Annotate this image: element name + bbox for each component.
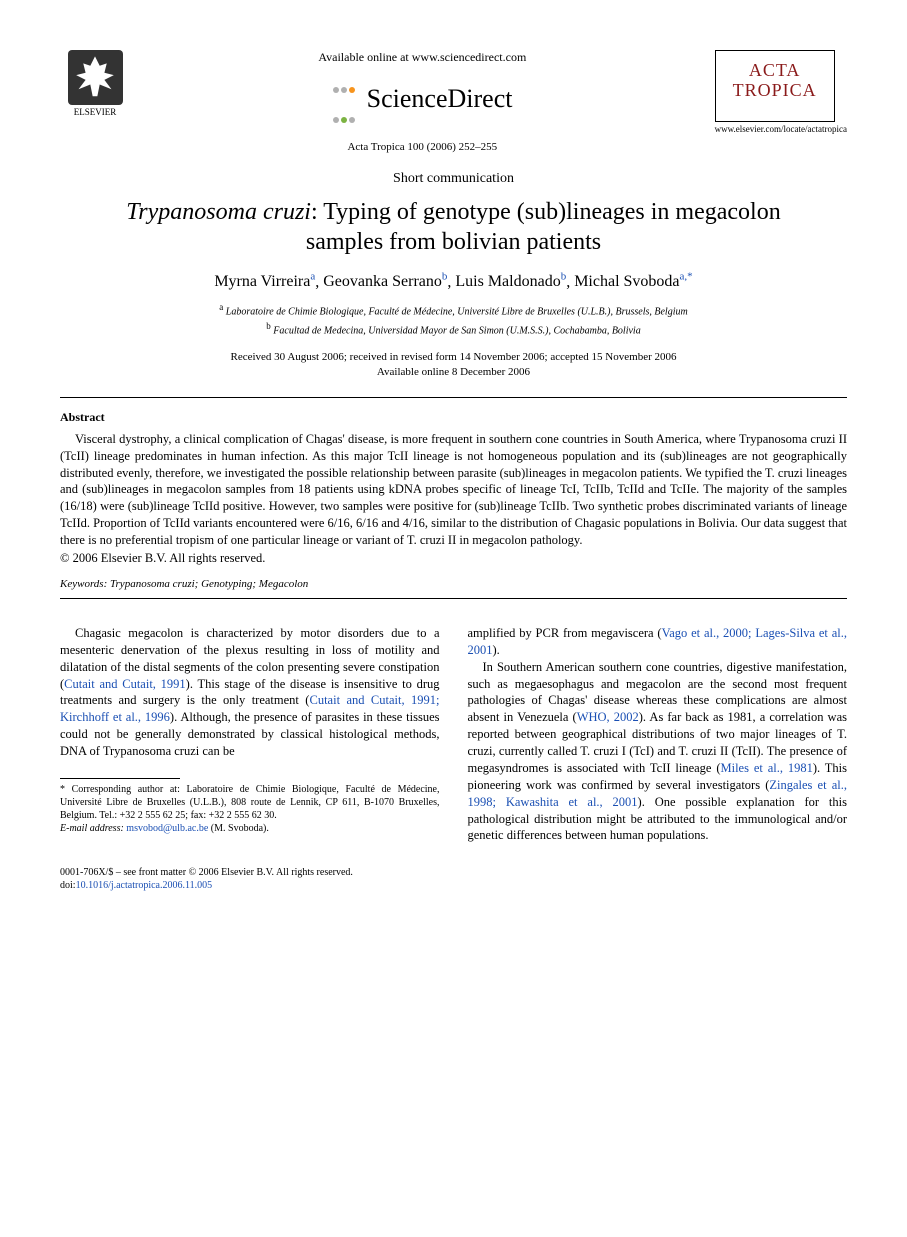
dates-line1: Received 30 August 2006; received in rev…: [60, 350, 847, 365]
page: ELSEVIER Available online at www.science…: [0, 0, 907, 942]
corr-text: * Corresponding author at: Laboratoire d…: [60, 783, 440, 822]
journal-box-line2: TROPICA: [720, 81, 830, 101]
publisher-name: ELSEVIER: [60, 107, 130, 117]
journal-reference: Acta Tropica 100 (2006) 252–255: [130, 141, 715, 153]
footer-line1: 0001-706X/$ – see front matter © 2006 El…: [60, 866, 847, 879]
column-left: Chagasic megacolon is characterized by m…: [60, 625, 440, 844]
title-rest: : Typing of genotype (sub)lineages in me…: [306, 199, 781, 255]
authors-line: Myrna Virreiraa, Geovanka Serranob, Luis…: [60, 271, 847, 291]
rule-top: [60, 397, 847, 398]
article-type: Short communication: [60, 171, 847, 187]
email-address[interactable]: msvobod@ulb.ac.be: [126, 823, 208, 834]
doi-link[interactable]: 10.1016/j.actatropica.2006.11.005: [76, 880, 213, 891]
header-row: ELSEVIER Available online at www.science…: [60, 50, 847, 153]
journal-cover-box: ACTA TROPICA: [715, 50, 835, 122]
footnote-rule: [60, 778, 180, 779]
abstract-copyright: © 2006 Elsevier B.V. All rights reserved…: [60, 551, 847, 566]
column-right: amplified by PCR from megaviscera (Vago …: [468, 625, 848, 844]
title-italic: Trypanosoma cruzi: [126, 199, 311, 225]
abstract-body: Visceral dystrophy, a clinical complicat…: [60, 431, 847, 549]
col2-para1: amplified by PCR from megaviscera (Vago …: [468, 625, 848, 659]
page-footer: 0001-706X/$ – see front matter © 2006 El…: [60, 866, 847, 892]
journal-box-line1: ACTA: [720, 61, 830, 81]
col2-para2: In Southern American southern cone count…: [468, 659, 848, 845]
author-1: Myrna Virreiraa: [214, 273, 315, 290]
elsevier-logo: ELSEVIER: [60, 50, 130, 117]
center-header: Available online at www.sciencedirect.co…: [130, 50, 715, 153]
affiliations: a Laboratoire de Chimie Biologique, Facu…: [60, 301, 847, 338]
ref-cutait-1991[interactable]: Cutait and Cutait, 1991: [64, 677, 186, 691]
ref-who-2002[interactable]: WHO, 2002: [577, 710, 639, 724]
keywords-line: Keywords: Trypanosoma cruzi; Genotyping;…: [60, 578, 847, 590]
article-title: Trypanosoma cruzi: Typing of genotype (s…: [100, 197, 807, 257]
email-author: (M. Svoboda).: [208, 823, 269, 834]
body-columns: Chagasic megacolon is characterized by m…: [60, 625, 847, 844]
journal-box-wrap: ACTA TROPICA www.elsevier.com/locate/act…: [715, 50, 847, 134]
article-dates: Received 30 August 2006; received in rev…: [60, 350, 847, 381]
dates-line2: Available online 8 December 2006: [60, 365, 847, 380]
doi-label: doi:: [60, 880, 76, 891]
keywords-label: Keywords:: [60, 578, 107, 590]
affiliation-b: b Facultad de Medecina, Universidad Mayo…: [60, 320, 847, 338]
corresponding-footnote: * Corresponding author at: Laboratoire d…: [60, 783, 440, 835]
email-line: E-mail address: msvobod@ulb.ac.be (M. Sv…: [60, 822, 440, 835]
available-online-text: Available online at www.sciencedirect.co…: [130, 50, 715, 65]
email-label: E-mail address:: [60, 823, 124, 834]
sd-brand-text: ScienceDirect: [367, 84, 513, 113]
journal-url[interactable]: www.elsevier.com/locate/actatropica: [715, 124, 847, 134]
affiliation-a: a Laboratoire de Chimie Biologique, Facu…: [60, 301, 847, 319]
keywords-text: Trypanosoma cruzi; Genotyping; Megacolon: [107, 578, 308, 590]
author-3: Luis Maldonadob: [455, 273, 566, 290]
sciencedirect-logo: ScienceDirect: [130, 71, 715, 131]
doi-line: doi:10.1016/j.actatropica.2006.11.005: [60, 879, 847, 892]
ref-miles-1981[interactable]: Miles et al., 1981: [721, 761, 813, 775]
author-2: Geovanka Serranob: [323, 273, 447, 290]
rule-bottom: [60, 598, 847, 599]
author-4: Michal Svobodaa,*: [574, 273, 692, 290]
sd-dots-icon: [332, 71, 356, 131]
abstract-heading: Abstract: [60, 410, 847, 425]
elsevier-tree-icon: [68, 50, 123, 105]
col1-para1: Chagasic megacolon is characterized by m…: [60, 625, 440, 760]
